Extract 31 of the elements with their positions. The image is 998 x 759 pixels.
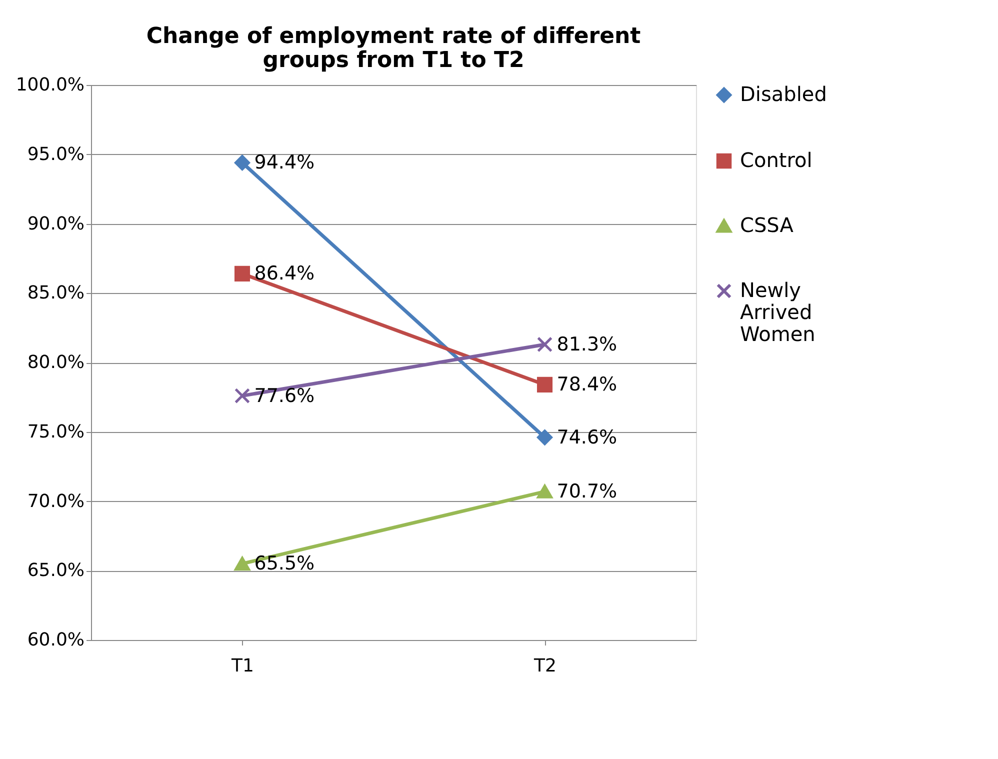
data-label: 94.4% — [254, 152, 315, 174]
point — [234, 154, 250, 170]
data-label: 86.4% — [254, 262, 315, 285]
data-label: 70.7% — [556, 480, 618, 503]
y-tick-label: 60.0% — [27, 630, 84, 650]
y-tick-label: 70.0% — [27, 490, 84, 512]
y-tick-label: 85.0% — [27, 282, 84, 304]
x-tick-label: T1 — [230, 656, 254, 676]
point — [536, 336, 553, 352]
point — [234, 266, 250, 282]
point — [536, 376, 553, 392]
chart-title: Change of employment rate of different groups from T1 to T2 — [146, 24, 642, 73]
legend-label: Control — [740, 148, 812, 172]
point — [234, 388, 250, 404]
data-label: 78.4% — [556, 374, 618, 396]
y-tick-label: 75.0% — [27, 421, 84, 442]
data-label: 74.6% — [556, 426, 618, 448]
y-tick-label: 65.0% — [27, 560, 84, 582]
data-label: 65.5% — [254, 552, 315, 575]
y-tick-label: 100.0% — [16, 74, 84, 96]
y-tick-label: 95.0% — [27, 144, 84, 165]
legend-label: Disabled — [740, 82, 827, 106]
x-tick-label: T2 — [533, 656, 556, 676]
y-tick-label: 90.0% — [27, 213, 84, 234]
y-tick-label: 80.0% — [27, 352, 84, 373]
data-label: 81.3% — [556, 333, 618, 356]
legend-label: CSSA — [740, 213, 794, 237]
data-label: 77.6% — [254, 384, 315, 407]
point — [536, 484, 553, 498]
point — [536, 430, 553, 446]
legend-label: Newly Arrived Women — [740, 278, 816, 346]
